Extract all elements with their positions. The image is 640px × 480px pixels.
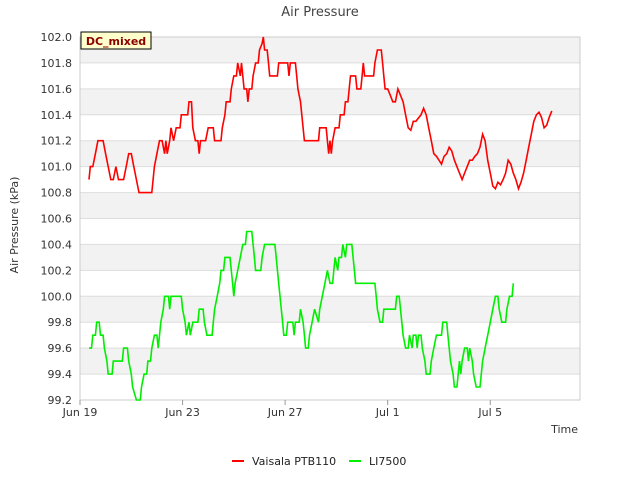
background-band <box>80 244 580 271</box>
x-tick-label: Jun 19 <box>62 406 98 419</box>
series-lines <box>88 36 553 401</box>
y-tick-label: 101.2 <box>41 135 73 148</box>
x-tick-label: Jul 1 <box>375 406 400 419</box>
legend-label: LI7500 <box>369 455 406 468</box>
chart-title: Air Pressure <box>281 5 359 20</box>
y-tick-label: 100.8 <box>41 187 73 200</box>
y-tick-label: 99.4 <box>48 368 73 381</box>
background-band <box>80 88 580 115</box>
y-tick-label: 101.0 <box>41 161 73 174</box>
y-tick-label: 99.2 <box>48 394 73 407</box>
x-tick-label: Jun 27 <box>267 406 303 419</box>
series-line-li7500 <box>89 230 515 401</box>
background-band <box>80 37 580 63</box>
y-tick-label: 99.8 <box>48 316 73 329</box>
y-tick-label: 100.6 <box>41 213 73 226</box>
y-axis-ticks: 99.2 99.4 99.6 99.8 100.0 100.2 100.4 100.6 100.… <box>41 31 73 407</box>
y-tick-label: 102.0 <box>41 31 73 44</box>
background-band <box>80 348 580 375</box>
y-tick-label: 99.6 <box>48 342 73 355</box>
x-tick-label: Jul 5 <box>477 406 502 419</box>
badge-label: DC_mixed <box>86 35 146 48</box>
background-band <box>80 192 580 219</box>
y-tick-label: 101.8 <box>41 57 73 70</box>
plot-background-bands <box>80 37 580 375</box>
y-tick-label: 101.6 <box>41 83 73 96</box>
y-tick-label: 100.4 <box>41 238 73 251</box>
dc-mixed-badge: DC_mixed <box>80 31 152 50</box>
x-tick-label: Jun 23 <box>164 406 200 419</box>
x-axis-ticks: Jun 19 Jun 23 Jun 27 Jul 1 Jul 5 <box>62 400 502 419</box>
y-tick-label: 100.0 <box>41 290 73 303</box>
x-axis-label: Time <box>550 423 578 436</box>
y-axis-label: Air Pressure (kPa) <box>8 177 21 274</box>
plot-frame <box>79 36 581 401</box>
y-tick-label: 100.2 <box>41 264 73 277</box>
legend-label: Vaisala PTB110 <box>252 455 336 468</box>
y-tick-label: 101.4 <box>41 109 73 122</box>
series-line-vaisala-ptb110 <box>88 36 553 194</box>
legend: Vaisala PTB110 LI7500 <box>232 455 406 468</box>
background-band <box>80 296 580 323</box>
